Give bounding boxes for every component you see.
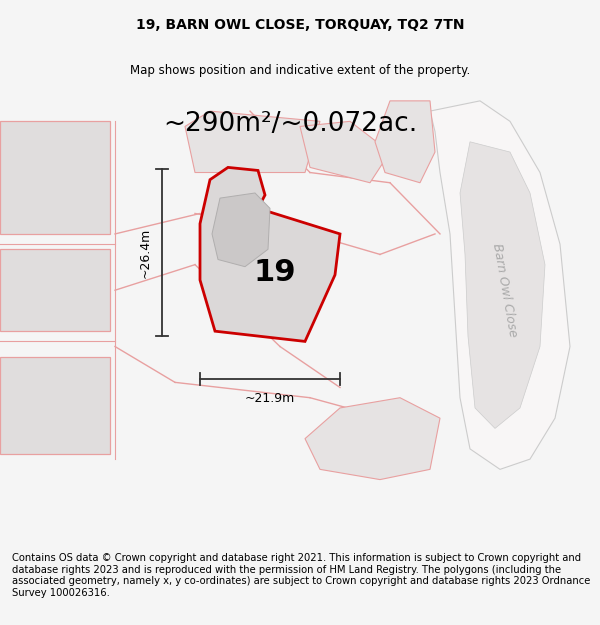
Polygon shape [375,101,435,182]
Polygon shape [185,111,320,173]
Text: Barn Owl Close: Barn Owl Close [490,242,520,338]
Polygon shape [0,121,110,234]
Polygon shape [200,168,340,341]
Polygon shape [0,357,110,454]
Text: ~21.9m: ~21.9m [245,392,295,404]
Text: Contains OS data © Crown copyright and database right 2021. This information is : Contains OS data © Crown copyright and d… [12,553,590,598]
Polygon shape [300,121,390,182]
Polygon shape [212,193,270,267]
Polygon shape [430,101,570,469]
Polygon shape [305,398,440,479]
Text: ~290m²/~0.072ac.: ~290m²/~0.072ac. [163,111,417,137]
Polygon shape [0,249,110,331]
Text: 19, BARN OWL CLOSE, TORQUAY, TQ2 7TN: 19, BARN OWL CLOSE, TORQUAY, TQ2 7TN [136,18,464,32]
Text: ~26.4m: ~26.4m [139,228,152,278]
Text: Map shows position and indicative extent of the property.: Map shows position and indicative extent… [130,64,470,77]
Polygon shape [460,142,545,428]
Text: 19: 19 [254,258,296,288]
